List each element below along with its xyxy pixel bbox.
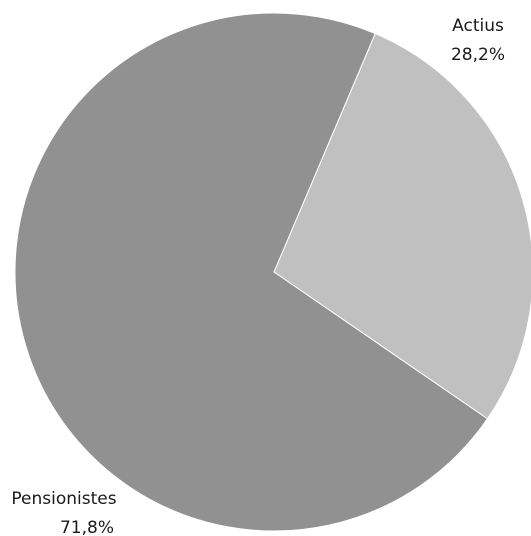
- pie-slice-actius: [273, 32, 531, 420]
- slice-label-actius-value: 28,2%: [451, 45, 505, 65]
- pie-slice-pensionistes: [14, 12, 489, 532]
- slice-label-actius-name: Actius: [452, 16, 504, 36]
- pie-slices: [14, 12, 531, 532]
- slice-label-pensionistes-name: Pensionistes: [11, 489, 116, 509]
- slice-label-pensionistes-value: 71,8%: [60, 518, 114, 536]
